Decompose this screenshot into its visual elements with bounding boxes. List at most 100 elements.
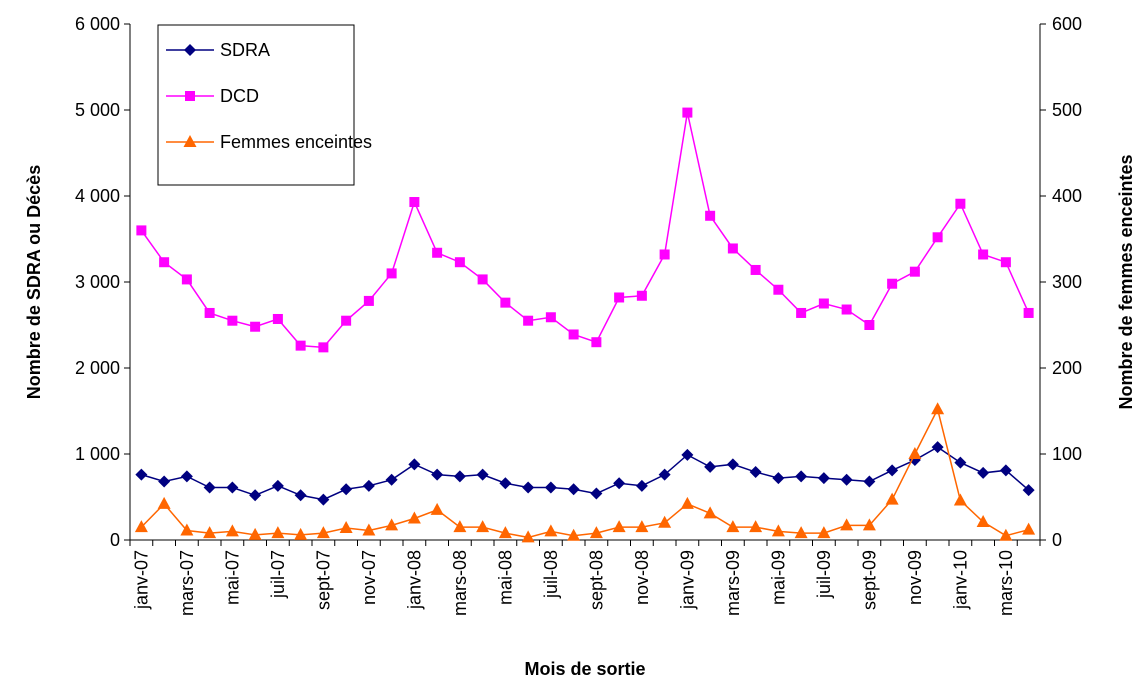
series-line xyxy=(140,407,1029,539)
marker xyxy=(817,526,831,539)
marker xyxy=(477,274,488,285)
y2-tick-label: 500 xyxy=(1052,100,1082,120)
marker xyxy=(523,315,534,326)
x-tick-label: janv-08 xyxy=(404,550,424,610)
marker xyxy=(362,523,376,536)
marker xyxy=(817,472,830,485)
marker xyxy=(749,466,762,479)
marker xyxy=(795,470,808,483)
marker xyxy=(614,292,625,303)
marker xyxy=(385,473,398,486)
marker xyxy=(886,464,899,477)
marker xyxy=(589,526,603,539)
marker xyxy=(407,511,421,524)
marker xyxy=(294,489,307,502)
x-tick-label: nov-09 xyxy=(905,550,925,605)
marker xyxy=(862,518,876,531)
marker xyxy=(498,526,512,539)
marker xyxy=(931,402,945,415)
marker xyxy=(885,492,899,505)
marker xyxy=(749,520,763,533)
marker xyxy=(1022,484,1035,497)
marker xyxy=(840,473,853,486)
marker xyxy=(544,524,558,537)
y2-tick-label: 600 xyxy=(1052,14,1082,34)
x-tick-label: mars-10 xyxy=(996,550,1016,616)
marker xyxy=(203,526,217,539)
marker xyxy=(954,456,967,469)
marker xyxy=(185,91,195,101)
marker xyxy=(181,274,192,285)
marker xyxy=(226,481,239,494)
marker xyxy=(158,475,171,488)
marker xyxy=(887,278,898,289)
marker xyxy=(1022,522,1036,535)
y-tick-label: 1 000 xyxy=(75,444,120,464)
marker xyxy=(750,264,761,275)
marker xyxy=(955,198,966,209)
marker xyxy=(818,298,829,309)
marker xyxy=(294,527,308,540)
marker xyxy=(248,527,262,540)
marker xyxy=(225,524,239,537)
y2-tick-label: 100 xyxy=(1052,444,1082,464)
marker xyxy=(703,506,717,519)
y2-axis-title: Nombre de femmes enceintes xyxy=(1116,154,1136,409)
marker xyxy=(340,483,353,496)
marker xyxy=(704,460,717,473)
marker xyxy=(909,266,920,277)
x-tick-label: sept-08 xyxy=(586,550,606,610)
marker xyxy=(705,210,716,221)
marker xyxy=(568,329,579,340)
marker xyxy=(796,307,807,318)
marker xyxy=(134,520,148,533)
marker xyxy=(341,315,352,326)
x-tick-label: juil-08 xyxy=(541,550,561,599)
y2-tick-label: 0 xyxy=(1052,530,1062,550)
marker xyxy=(932,232,943,243)
marker xyxy=(591,337,602,348)
marker xyxy=(362,479,375,492)
y2-tick-label: 200 xyxy=(1052,358,1082,378)
y-tick-label: 0 xyxy=(110,530,120,550)
marker xyxy=(1000,257,1011,268)
marker xyxy=(454,257,465,268)
marker xyxy=(931,441,944,454)
marker xyxy=(908,447,922,459)
marker xyxy=(658,468,671,481)
x-tick-label: sept-07 xyxy=(313,550,333,610)
series-line xyxy=(140,112,1030,349)
marker xyxy=(136,225,147,236)
marker xyxy=(636,290,647,301)
marker xyxy=(841,304,852,315)
x-tick-label: sept-09 xyxy=(859,550,879,610)
marker xyxy=(250,321,261,332)
marker xyxy=(999,464,1012,477)
marker xyxy=(976,514,990,527)
marker xyxy=(658,515,672,528)
marker xyxy=(431,468,444,481)
x-tick-label: mai-07 xyxy=(222,550,242,605)
marker xyxy=(180,470,193,483)
x-tick-label: mai-09 xyxy=(768,550,788,605)
marker xyxy=(453,470,466,483)
marker xyxy=(772,472,785,485)
marker xyxy=(682,107,693,118)
marker xyxy=(453,520,467,533)
marker xyxy=(864,320,875,330)
marker xyxy=(317,493,330,506)
legend-label: Femmes enceintes xyxy=(220,132,372,152)
marker xyxy=(635,520,649,533)
marker xyxy=(726,458,739,471)
marker xyxy=(590,487,603,500)
marker xyxy=(184,44,196,56)
x-tick-label: janv-09 xyxy=(677,550,697,610)
marker xyxy=(430,502,444,515)
legend-label: SDRA xyxy=(220,40,270,60)
marker xyxy=(476,468,489,481)
marker xyxy=(272,313,283,324)
x-tick-label: juil-07 xyxy=(268,550,288,599)
marker xyxy=(500,297,511,308)
x-tick-label: mars-08 xyxy=(450,550,470,616)
